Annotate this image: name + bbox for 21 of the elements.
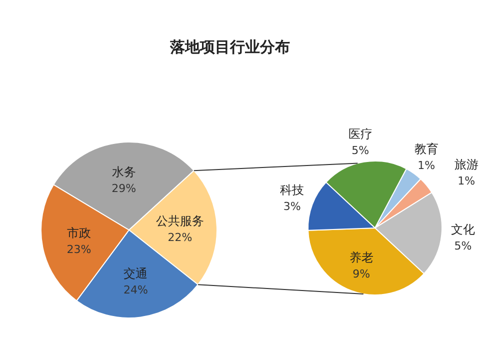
data-label: 22% <box>168 231 192 244</box>
slice-label: 交通 <box>124 266 148 281</box>
data-label: 1% <box>418 159 436 172</box>
data-label: 23% <box>66 242 92 256</box>
slice-label: 教育 <box>414 142 438 156</box>
data-label: 5% <box>454 239 472 252</box>
data-label: 9% <box>352 267 370 280</box>
slice-label: 水务 <box>112 165 136 180</box>
slice-label: 文化 <box>451 222 476 236</box>
data-label: 3% <box>283 200 301 214</box>
data-label: 1% <box>458 174 476 188</box>
slice-label: 科技 <box>280 183 304 198</box>
slice-label: 公共服务 <box>156 214 204 228</box>
slice-label: 医疗 <box>348 126 372 141</box>
data-label: 29% <box>112 182 136 196</box>
slice-label: 旅游 <box>454 158 478 172</box>
chart-title: 落地项目行业分布 <box>169 38 290 56</box>
slice-label: 养老 <box>349 250 374 264</box>
data-label: 24% <box>124 284 148 297</box>
slice-label: 市政 <box>66 226 91 240</box>
data-label: 5% <box>352 144 370 157</box>
